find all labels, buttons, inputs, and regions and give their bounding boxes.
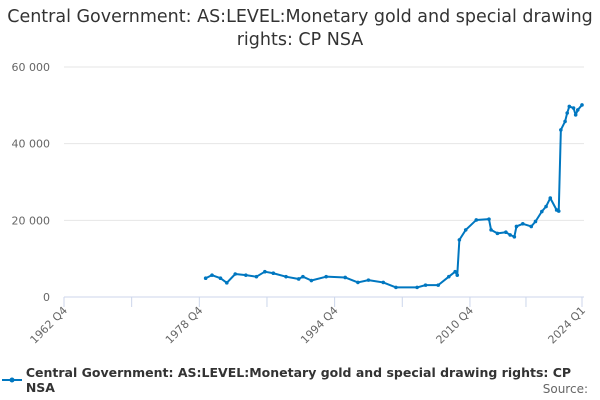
- legend-line-icon: [2, 377, 22, 383]
- data-point: [529, 224, 534, 229]
- x-tick-label: 1978 Q4: [163, 304, 206, 347]
- data-point: [415, 285, 419, 290]
- data-point: [381, 280, 386, 285]
- data-point: [296, 277, 301, 281]
- source-label: Source:: [542, 382, 588, 396]
- data-point: [394, 285, 398, 290]
- data-point: [489, 228, 493, 232]
- chart-title: Central Government: AS:LEVEL:Monetary go…: [7, 7, 593, 50]
- data-point: [540, 209, 544, 214]
- data-point: [271, 271, 276, 276]
- data-point: [423, 283, 428, 287]
- data-point: [301, 274, 305, 279]
- data-point: [504, 230, 508, 235]
- data-point: [571, 106, 576, 110]
- y-tick-label: 60 000: [12, 61, 51, 74]
- data-point: [447, 274, 451, 279]
- y-tick-label: 0: [43, 291, 50, 304]
- data-point: [263, 269, 267, 274]
- data-point: [567, 104, 572, 109]
- data-point: [565, 111, 569, 115]
- data-point: [575, 108, 580, 112]
- data-point: [533, 219, 538, 224]
- data-point: [324, 274, 328, 279]
- series-line: [205, 104, 583, 289]
- data-point: [453, 269, 457, 274]
- data-point: [455, 273, 460, 277]
- data-point: [309, 278, 314, 283]
- data-point: [457, 238, 462, 242]
- data-point: [556, 209, 561, 213]
- data-point: [544, 204, 548, 209]
- data-point: [366, 278, 371, 282]
- x-tick-label: 1994 Q4: [298, 304, 341, 347]
- data-point: [514, 224, 519, 229]
- data-point: [563, 119, 567, 124]
- data-point: [343, 275, 348, 280]
- y-tick-label: 20 000: [12, 214, 51, 227]
- data-point: [436, 283, 441, 287]
- data-point: [548, 196, 553, 200]
- data-point: [487, 217, 491, 221]
- y-tick-label: 40 000: [12, 138, 51, 151]
- legend-item[interactable]: Central Government: AS:LEVEL:Monetary go…: [2, 365, 600, 395]
- data-point: [218, 276, 223, 281]
- data-point: [474, 218, 479, 222]
- data-point: [521, 221, 525, 226]
- data-point: [356, 280, 360, 285]
- data-point: [254, 274, 259, 279]
- x-tick-label: 2024 Q1: [546, 304, 589, 347]
- legend-label: Central Government: AS:LEVEL:Monetary go…: [25, 365, 572, 395]
- data-point: [508, 233, 512, 237]
- data-point: [225, 281, 229, 285]
- x-tick-label: 2010 Q4: [434, 304, 477, 347]
- data-point: [512, 235, 517, 239]
- data-point: [203, 276, 208, 281]
- data-point: [210, 273, 214, 277]
- data-point: [284, 274, 288, 279]
- data-point: [463, 228, 468, 232]
- data-point: [559, 128, 563, 132]
- data-point: [495, 231, 500, 236]
- x-tick-label: 1962 Q4: [28, 304, 71, 347]
- data-point: [580, 103, 584, 107]
- data-point: [573, 113, 578, 117]
- data-point: [233, 272, 238, 276]
- data-point: [244, 273, 248, 277]
